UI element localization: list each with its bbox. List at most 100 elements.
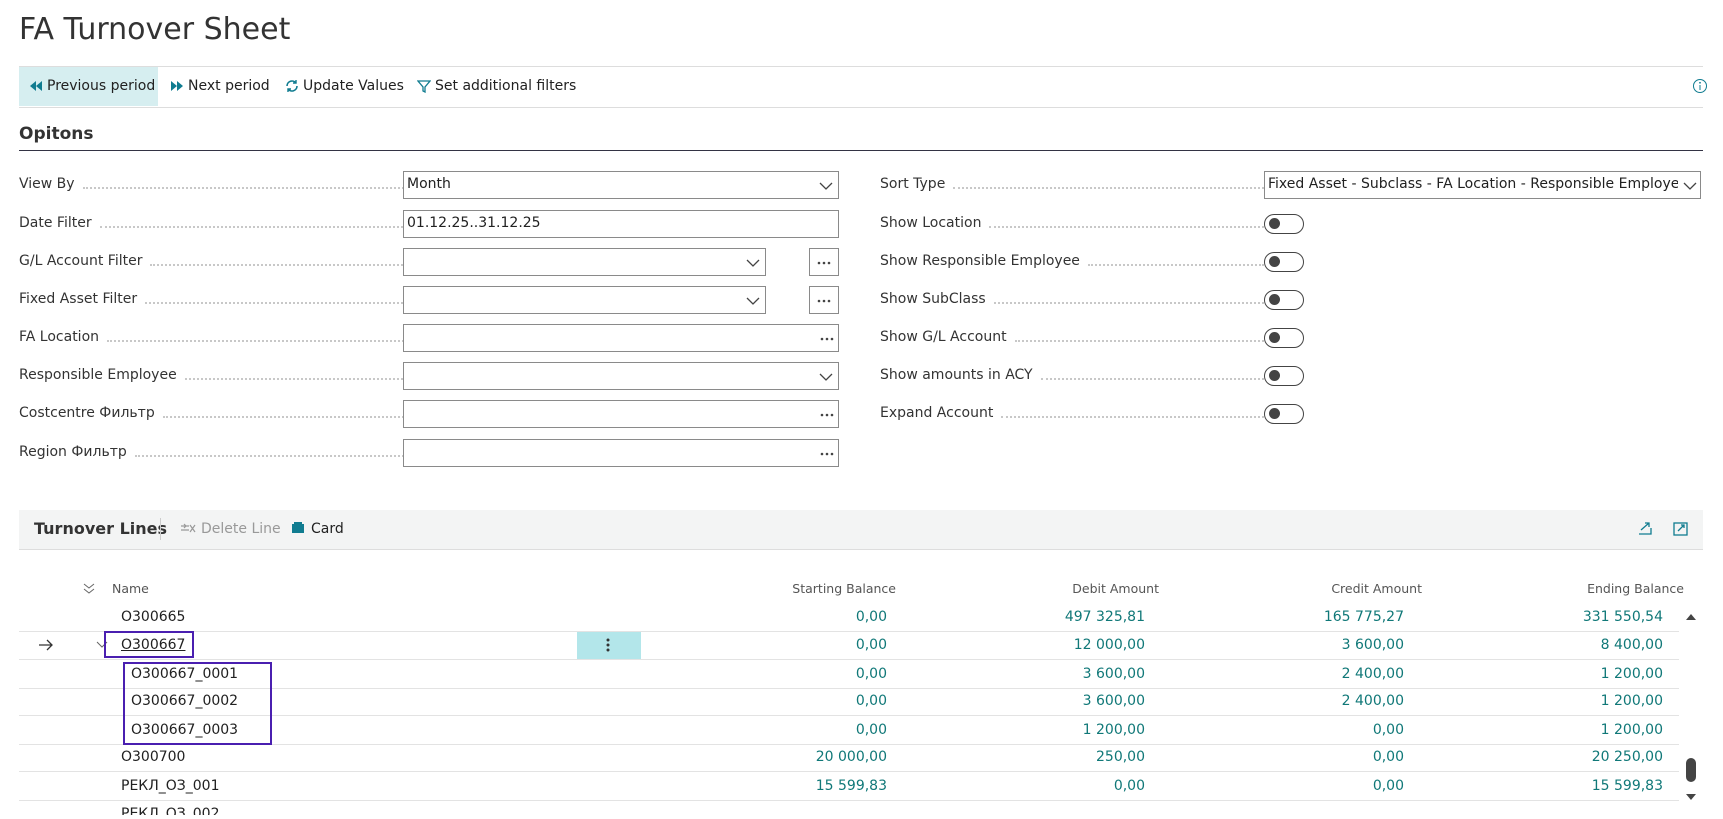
input-value[interactable]: 01.12.25..31.12.25 — [407, 215, 541, 231]
row-amount: 0,00 — [855, 693, 887, 709]
row-menu-icon — [606, 638, 610, 652]
toggle[interactable] — [1264, 290, 1304, 310]
field-label: Show G/L Account — [880, 329, 1007, 345]
toggle[interactable] — [1264, 328, 1304, 348]
leader — [150, 264, 407, 266]
input-value[interactable]: Month — [407, 176, 451, 192]
toolbar-icon — [286, 80, 298, 92]
leader — [989, 226, 1264, 228]
row-amount: 0,00 — [1372, 722, 1404, 738]
divider — [160, 518, 161, 540]
ellipsis — [820, 413, 834, 417]
chevron — [819, 373, 833, 381]
input[interactable] — [403, 248, 766, 276]
row-amount: 0,00 — [855, 722, 887, 738]
input[interactable] — [403, 286, 766, 314]
toggle[interactable] — [1264, 214, 1304, 234]
toolbar-icon — [171, 81, 183, 91]
row-amount: 1 200,00 — [1600, 722, 1663, 738]
table-row[interactable]: РЕКЛ_ОЗ_002 — [19, 801, 1679, 815]
field-label: G/L Account Filter — [19, 253, 143, 269]
ellipsis — [817, 299, 831, 303]
table-row[interactable]: РЕКЛ_ОЗ_001 15 599,83 0,00 0,00 15 599,83 — [19, 773, 1679, 801]
leader — [145, 302, 407, 304]
input[interactable] — [403, 324, 839, 352]
field-label: Sort Type — [880, 176, 946, 192]
row-amount: 15 599,83 — [1591, 778, 1663, 794]
current-row-arrow — [39, 639, 53, 651]
table-row[interactable]: О300667_0001 0,00 3 600,00 2 400,00 1 200,00 — [19, 661, 1679, 689]
column-header: Starting Balance — [792, 581, 896, 596]
column-header: Name — [112, 581, 149, 596]
field-label: Costcentre Фильтр — [19, 405, 155, 421]
bar-icons[interactable] — [1636, 520, 1696, 538]
row-amount: 0,00 — [1372, 778, 1404, 794]
table-row[interactable]: О300700 20 000,00 250,00 0,00 20 250,00 — [19, 744, 1679, 772]
row-amount: 0,00 — [855, 666, 887, 682]
row-name: РЕКЛ_ОЗ_002 — [121, 806, 220, 815]
info-icon[interactable] — [1692, 78, 1708, 94]
toggle[interactable] — [1264, 404, 1304, 424]
section-rule — [19, 150, 1703, 151]
row-amount: 3 600,00 — [1082, 666, 1145, 682]
input[interactable] — [403, 210, 839, 238]
row-name: РЕКЛ_ОЗ_001 — [121, 778, 220, 794]
row-amount: 12 000,00 — [1073, 637, 1145, 653]
leader — [107, 340, 407, 342]
toolbar-action[interactable]: Previous period — [47, 78, 156, 94]
input[interactable] — [403, 171, 839, 199]
field-label: Expand Account — [880, 405, 994, 421]
highlight-box — [123, 662, 272, 745]
field-label: Show Responsible Employee — [880, 253, 1080, 269]
toolbar — [19, 66, 1703, 108]
toolbar-selected — [19, 67, 158, 106]
row-amount: 1 200,00 — [1600, 666, 1663, 682]
toolbar-icon — [30, 81, 42, 91]
action-card[interactable]: Card — [311, 521, 344, 537]
column-header: Ending Balance — [1587, 581, 1684, 596]
table-row[interactable]: О300667_0003 0,00 1 200,00 0,00 1 200,00 — [19, 717, 1679, 745]
row-amount: 0,00 — [855, 637, 887, 653]
row-amount: 0,00 — [855, 609, 887, 625]
input[interactable] — [403, 439, 839, 467]
chevron — [1683, 182, 1697, 190]
table-row[interactable]: О300667 0,00 12 000,00 3 600,00 8 400,00 — [19, 632, 1679, 660]
ellipsis — [817, 261, 831, 265]
row-amount: 331 550,54 — [1582, 609, 1663, 625]
table-row[interactable]: О300667_0002 0,00 3 600,00 2 400,00 1 200,00 — [19, 688, 1679, 716]
chevron — [746, 297, 760, 305]
row-amount: 8 400,00 — [1600, 637, 1663, 653]
toolbar-action[interactable]: Set additional filters — [435, 78, 577, 94]
leader — [83, 187, 407, 189]
row-amount: 2 400,00 — [1341, 693, 1404, 709]
leader — [135, 455, 407, 457]
toolbar-action[interactable]: Update Values — [303, 78, 404, 94]
ellipsis — [820, 452, 834, 456]
toggle[interactable] — [1264, 252, 1304, 272]
leader — [100, 226, 407, 228]
input-value[interactable]: Fixed Asset - Subclass - FA Location - R… — [1268, 176, 1678, 192]
highlight-box — [104, 631, 194, 658]
field-label: Show SubClass — [880, 291, 986, 307]
leader — [163, 416, 407, 418]
leader — [994, 302, 1264, 304]
input[interactable] — [403, 400, 839, 428]
toolbar-action[interactable]: Next period — [188, 78, 270, 94]
leader — [1001, 416, 1264, 418]
input[interactable] — [403, 362, 839, 390]
table-row[interactable]: О300665 0,00 497 325,81 165 775,27 331 550,5… — [19, 604, 1679, 632]
column-header: Credit Amount — [1331, 581, 1422, 596]
leader — [1015, 340, 1264, 342]
row-name: О300667_0003 — [131, 722, 239, 738]
input[interactable] — [1264, 171, 1701, 199]
toggle[interactable] — [1264, 366, 1304, 386]
row-amount: 20 250,00 — [1591, 749, 1663, 765]
scrollbar[interactable] — [1683, 610, 1699, 810]
action-delete[interactable]: Delete Line — [201, 521, 281, 537]
row-amount: 15 599,83 — [815, 778, 887, 794]
row-amount: 1 200,00 — [1082, 722, 1145, 738]
field-label: Fixed Asset Filter — [19, 291, 138, 307]
rows-frame: О300665 0,00 497 325,81 165 775,27 331 550,5… — [0, 604, 1680, 815]
row-name[interactable]: О300667 — [121, 637, 186, 653]
